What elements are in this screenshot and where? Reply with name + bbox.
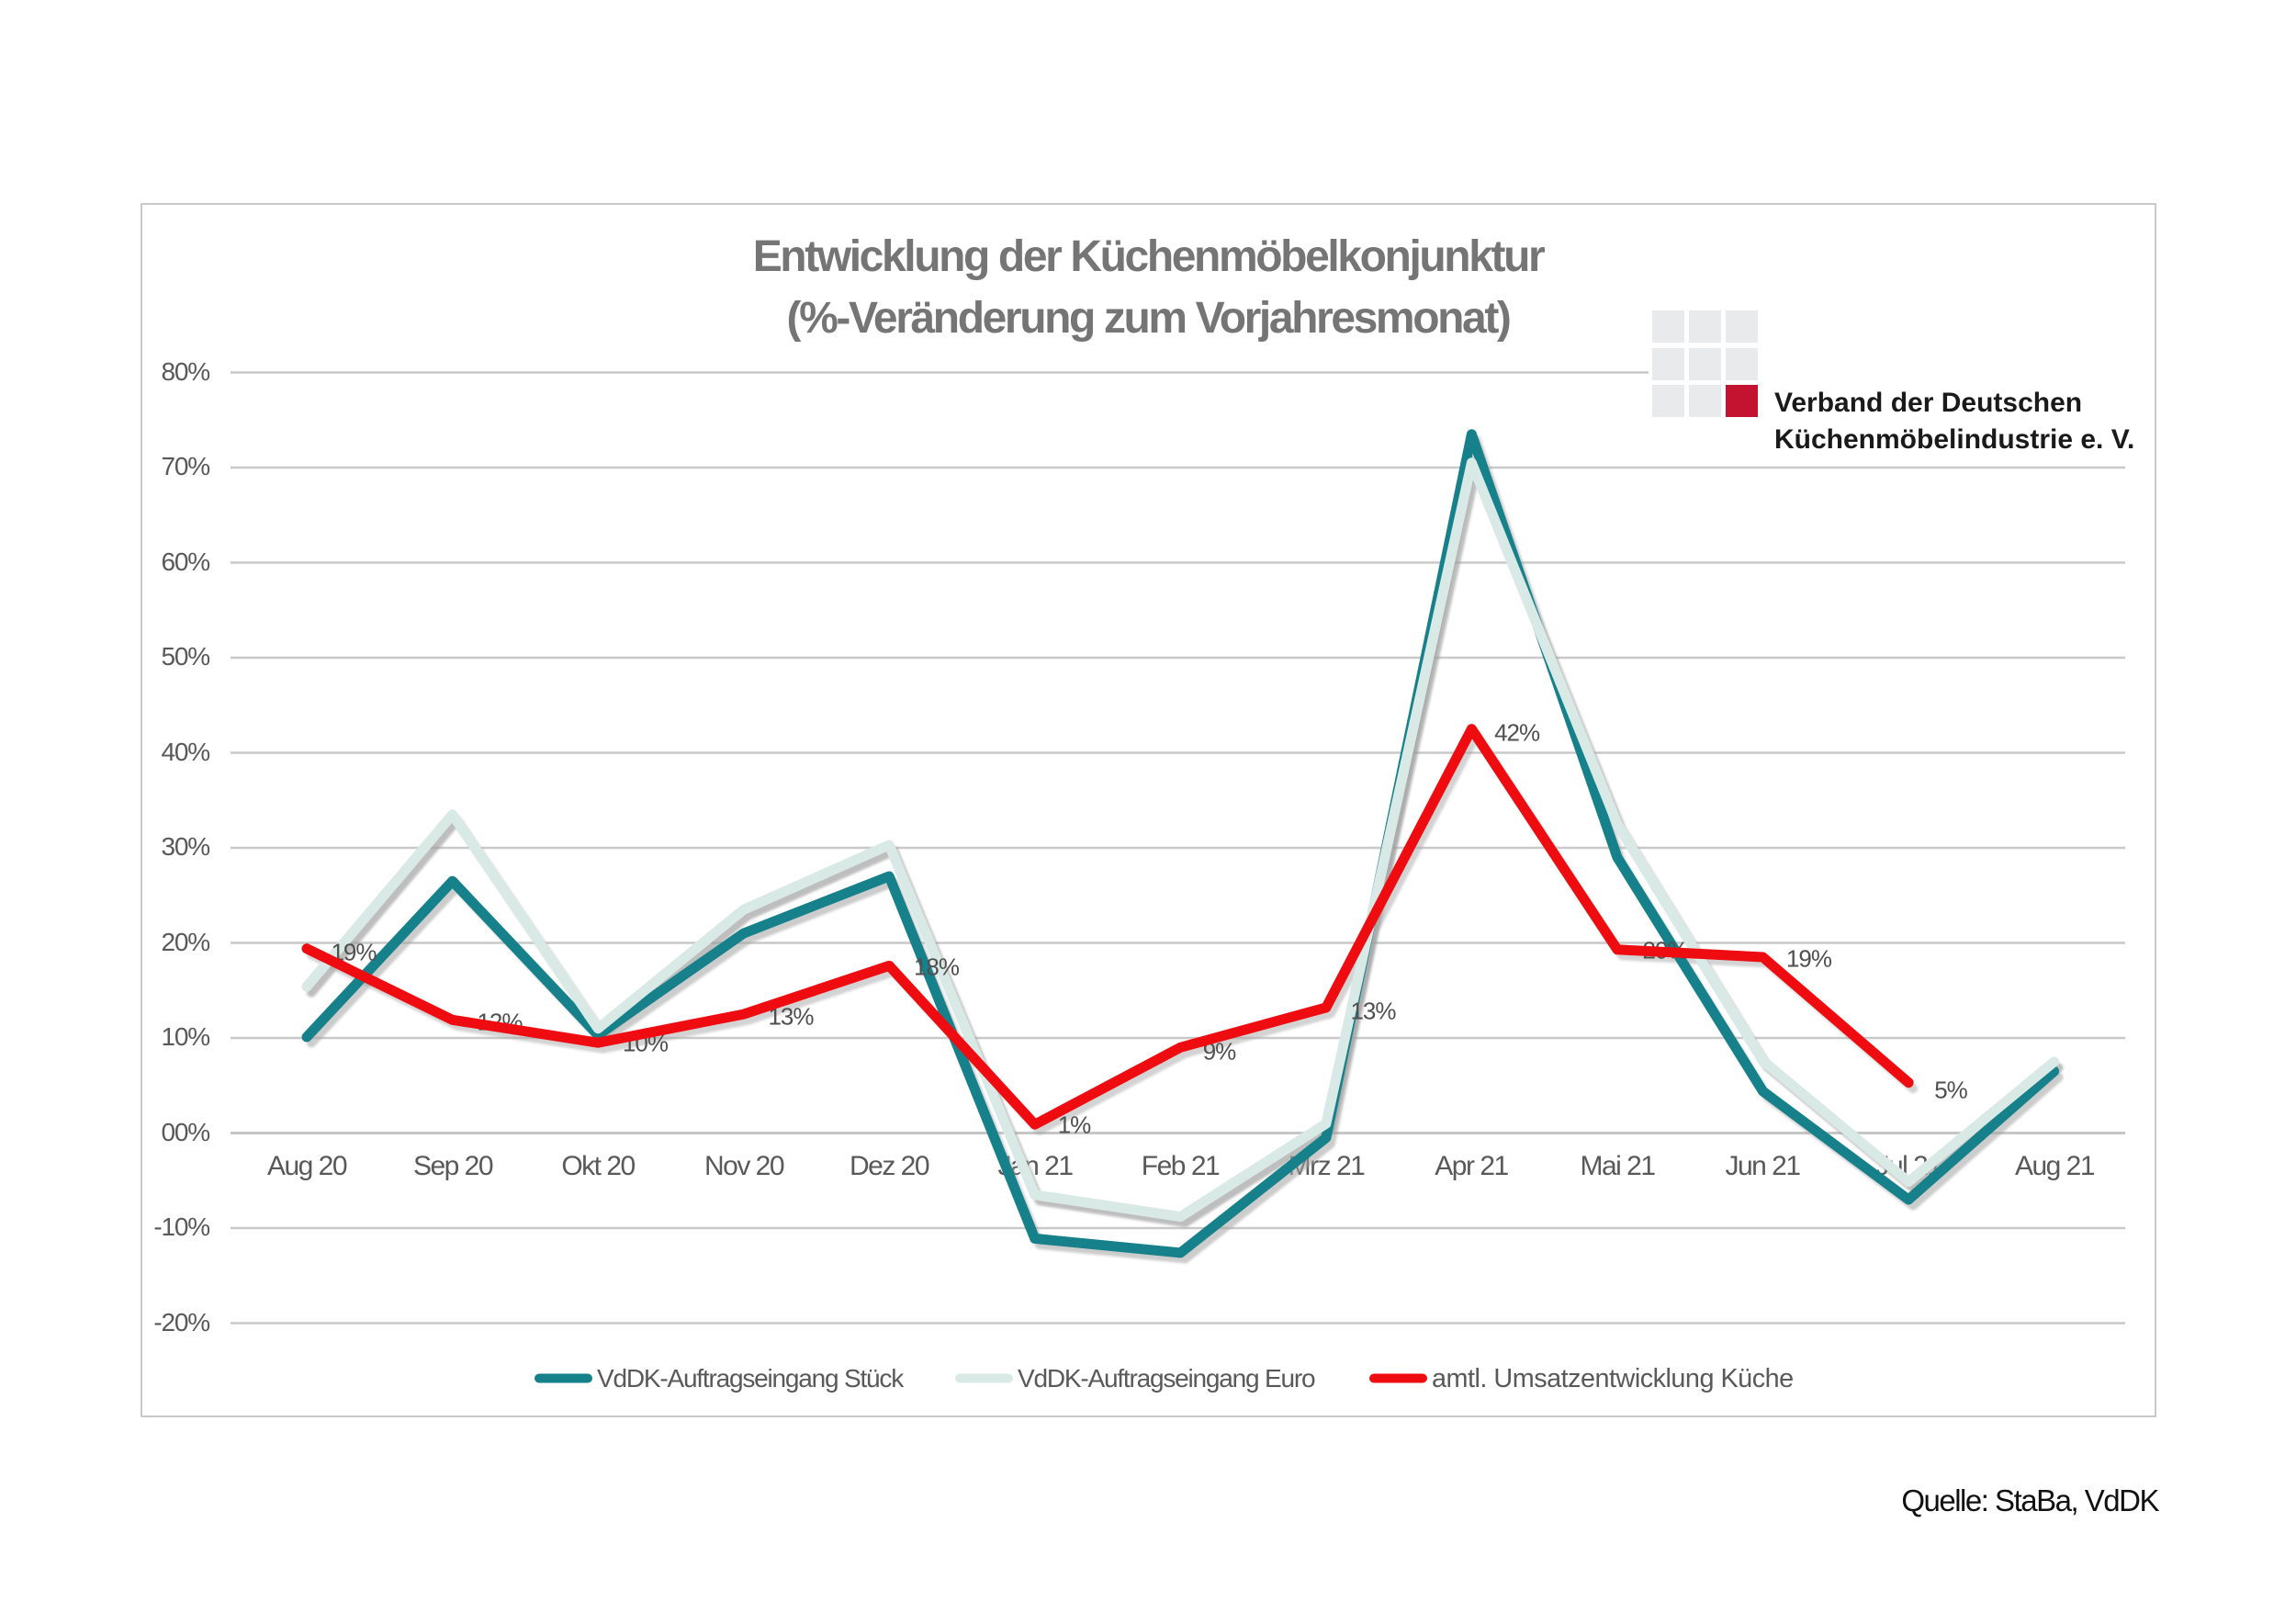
svg-text:19%: 19% <box>1786 945 1832 973</box>
svg-text:42%: 42% <box>1494 719 1540 747</box>
svg-text:1%: 1% <box>1058 1111 1091 1139</box>
svg-text:18%: 18% <box>914 953 960 981</box>
svg-text:13%: 13% <box>1350 998 1396 1025</box>
svg-text:5%: 5% <box>1934 1077 1967 1104</box>
